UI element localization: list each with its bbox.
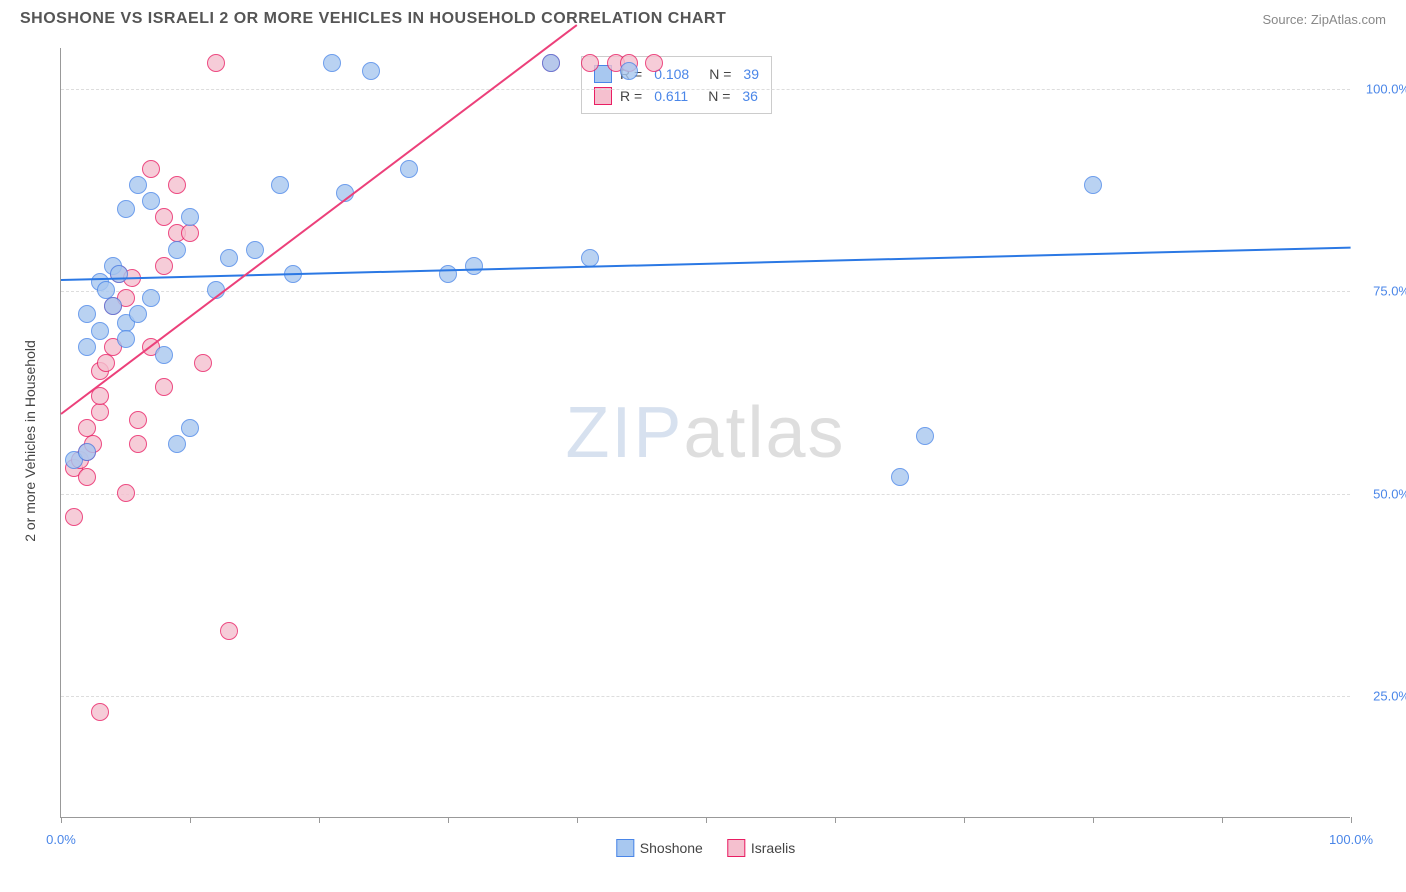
shoshone-point	[129, 305, 147, 323]
y-tick-label: 50.0%	[1373, 486, 1406, 501]
source-label: Source: ZipAtlas.com	[1262, 12, 1386, 27]
shoshone-point	[142, 192, 160, 210]
israelis-n-value: 36	[742, 88, 758, 104]
x-tick	[1093, 817, 1094, 823]
israelis-point	[581, 54, 599, 72]
shoshone-point	[155, 346, 173, 364]
watermark-atlas: atlas	[683, 393, 845, 473]
x-tick	[448, 817, 449, 823]
shoshone-point	[181, 419, 199, 437]
x-tick	[577, 817, 578, 823]
gridline	[61, 494, 1350, 495]
x-tick	[1222, 817, 1223, 823]
shoshone-point	[465, 257, 483, 275]
shoshone-point	[78, 305, 96, 323]
shoshone-point	[400, 160, 418, 178]
shoshone-n-value: 39	[743, 66, 759, 82]
shoshone-point	[104, 297, 122, 315]
shoshone-point	[168, 435, 186, 453]
shoshone-point	[620, 62, 638, 80]
israelis-point	[91, 403, 109, 421]
legend-swatch-israelis	[594, 87, 612, 105]
legend-swatch-israelis	[727, 839, 745, 857]
shoshone-point	[117, 330, 135, 348]
shoshone-point	[181, 208, 199, 226]
israelis-point	[129, 411, 147, 429]
trend-line	[60, 24, 577, 415]
shoshone-point	[362, 62, 380, 80]
israelis-point	[181, 224, 199, 242]
shoshone-point	[78, 443, 96, 461]
israelis-point	[91, 703, 109, 721]
n-label: N =	[708, 88, 730, 104]
israelis-point	[220, 622, 238, 640]
gridline	[61, 696, 1350, 697]
legend-label-shoshone: Shoshone	[640, 840, 703, 856]
y-tick-label: 75.0%	[1373, 284, 1406, 299]
israelis-r-value: 0.611	[654, 88, 688, 104]
shoshone-point	[916, 427, 934, 445]
israelis-point	[78, 468, 96, 486]
israelis-point	[65, 508, 83, 526]
series-legend: Shoshone Israelis	[616, 839, 795, 857]
y-axis-label: 2 or more Vehicles in Household	[22, 340, 38, 542]
israelis-point	[207, 54, 225, 72]
legend-item-israelis: Israelis	[727, 839, 795, 857]
legend-item-shoshone: Shoshone	[616, 839, 703, 857]
n-label: N =	[709, 66, 731, 82]
israelis-point	[645, 54, 663, 72]
shoshone-point	[168, 241, 186, 259]
y-tick-label: 100.0%	[1366, 81, 1406, 96]
y-tick-label: 25.0%	[1373, 689, 1406, 704]
plot-area: ZIPatlas R = 0.108 N = 39 R = 0.611 N = …	[60, 48, 1350, 818]
chart-container: 2 or more Vehicles in Household ZIPatlas…	[45, 48, 1365, 818]
shoshone-point	[142, 289, 160, 307]
x-tick	[964, 817, 965, 823]
israelis-point	[97, 354, 115, 372]
x-tick-label: 0.0%	[46, 832, 76, 847]
shoshone-point	[891, 468, 909, 486]
shoshone-point	[78, 338, 96, 356]
shoshone-point	[581, 249, 599, 267]
shoshone-point	[323, 54, 341, 72]
shoshone-point	[91, 322, 109, 340]
shoshone-point	[129, 176, 147, 194]
israelis-point	[194, 354, 212, 372]
shoshone-point	[439, 265, 457, 283]
x-tick	[835, 817, 836, 823]
shoshone-point	[1084, 176, 1102, 194]
watermark: ZIPatlas	[565, 392, 845, 474]
x-tick	[706, 817, 707, 823]
gridline	[61, 89, 1350, 90]
israelis-point	[142, 160, 160, 178]
x-tick-label: 100.0%	[1329, 832, 1373, 847]
legend-label-israelis: Israelis	[751, 840, 795, 856]
x-tick	[61, 817, 62, 823]
chart-title: SHOSHONE VS ISRAELI 2 OR MORE VEHICLES I…	[20, 10, 726, 28]
shoshone-point	[246, 241, 264, 259]
israelis-point	[168, 176, 186, 194]
israelis-point	[155, 257, 173, 275]
r-label: R =	[620, 88, 642, 104]
israelis-point	[155, 208, 173, 226]
x-tick	[1351, 817, 1352, 823]
legend-swatch-shoshone	[616, 839, 634, 857]
gridline	[61, 291, 1350, 292]
x-tick	[190, 817, 191, 823]
shoshone-point	[117, 200, 135, 218]
shoshone-point	[271, 176, 289, 194]
israelis-point	[117, 484, 135, 502]
shoshone-point	[220, 249, 238, 267]
x-tick	[319, 817, 320, 823]
israelis-point	[155, 378, 173, 396]
israelis-point	[129, 435, 147, 453]
shoshone-point	[542, 54, 560, 72]
watermark-zip: ZIP	[565, 393, 683, 473]
shoshone-point	[110, 265, 128, 283]
